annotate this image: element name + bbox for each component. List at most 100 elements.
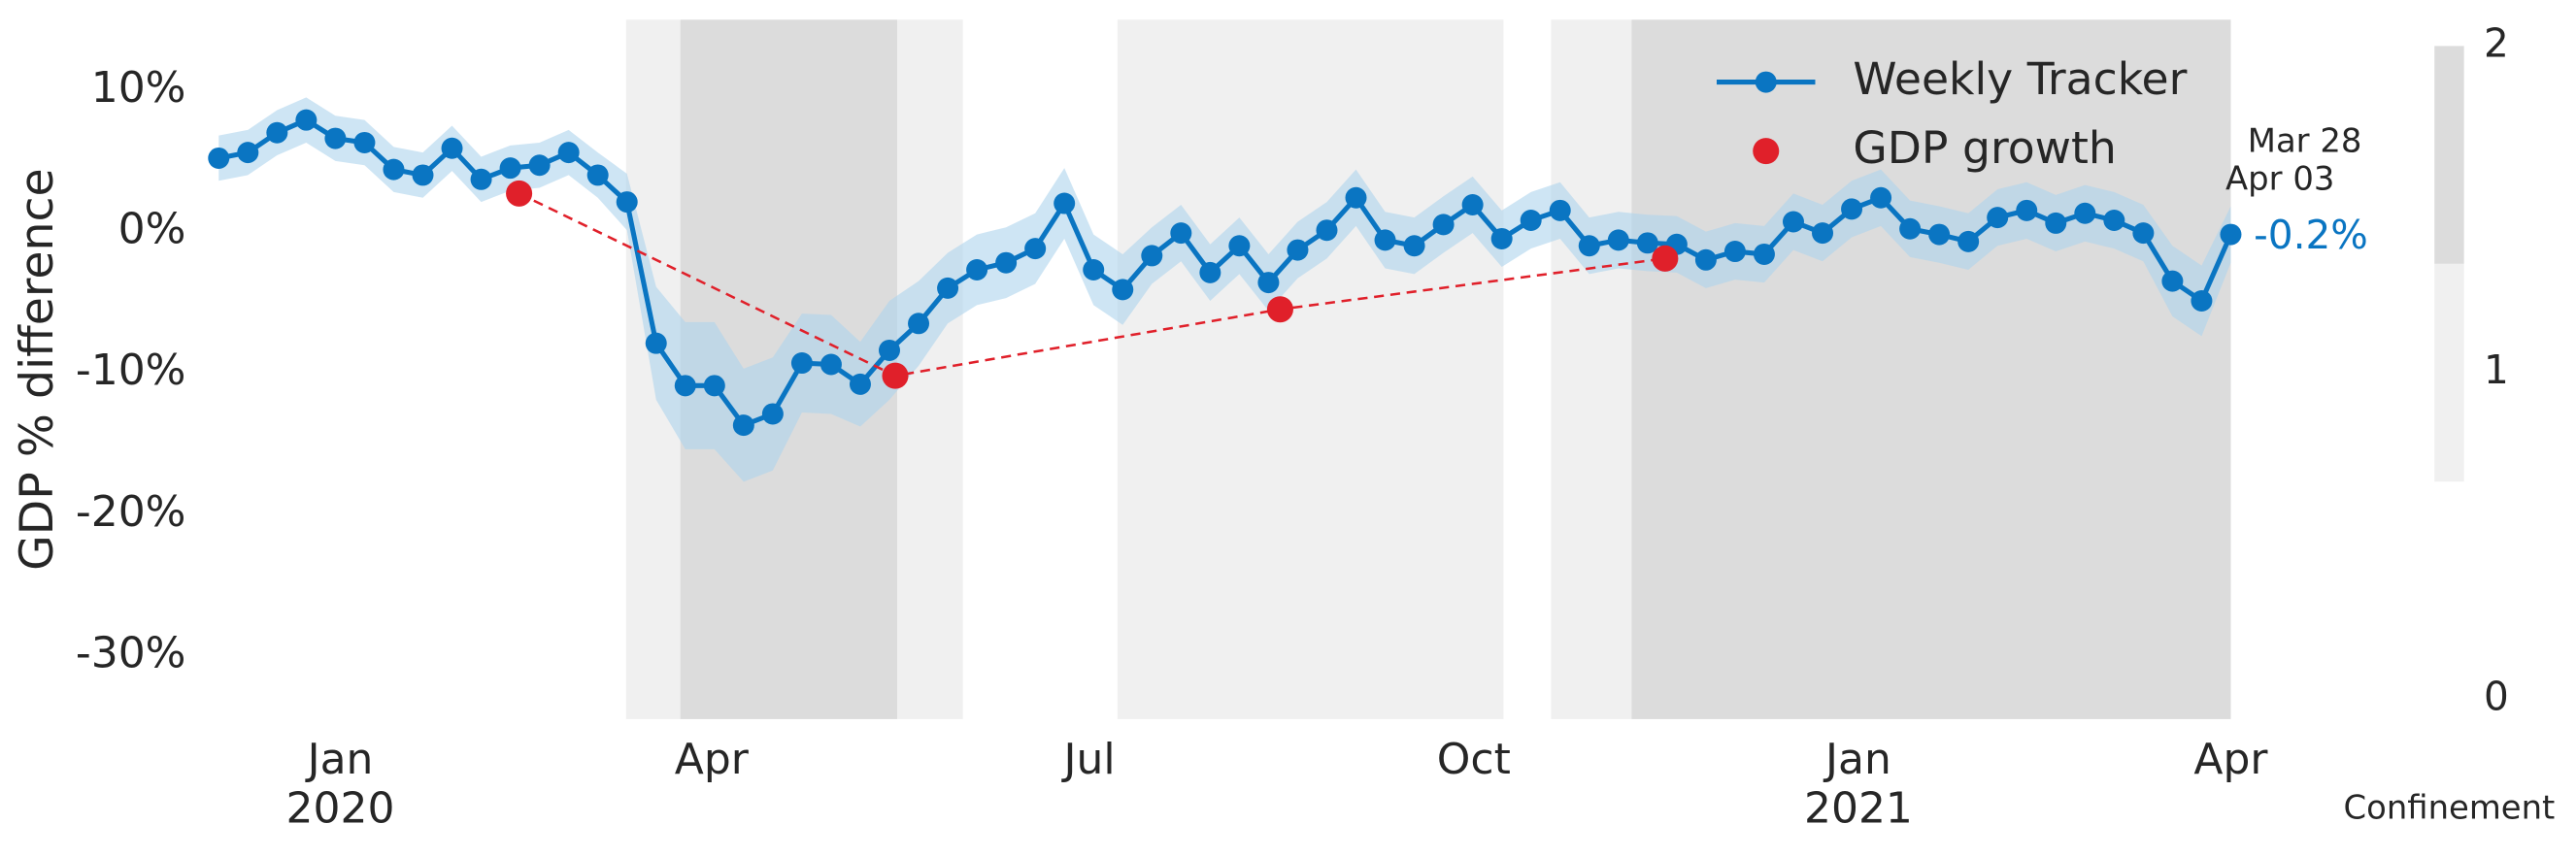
tracker-point: [586, 164, 609, 186]
gdp-point: [882, 362, 909, 389]
tracker-point: [2045, 212, 2067, 234]
tracker-point: [616, 191, 638, 214]
y-tick-label: 0%: [118, 205, 186, 254]
legend-marker: [1753, 138, 1780, 165]
tracker-point: [208, 147, 230, 169]
tracker-point: [761, 403, 784, 425]
tracker-point: [1345, 186, 1367, 209]
colorbar-tick-label: 2: [2484, 19, 2509, 66]
tracker-point: [1636, 232, 1658, 254]
tracker-point: [1812, 222, 1834, 245]
y-tick-label: 10%: [91, 63, 186, 113]
tracker-point: [1432, 214, 1455, 236]
tracker-point: [2074, 202, 2096, 224]
x-tick-label: Jan: [305, 735, 374, 784]
x-tick-label: Jul: [1060, 735, 1115, 784]
tracker-point: [1520, 210, 1542, 232]
tracker-point: [499, 157, 521, 180]
tracker-point: [1199, 261, 1221, 283]
y-tick-label: -10%: [76, 346, 186, 395]
x-tick-label: Jan: [1823, 735, 1891, 784]
tracker-point: [966, 258, 988, 280]
confinement-region: [1551, 19, 1632, 719]
tracker-point: [1928, 223, 1951, 246]
tracker-point: [1723, 241, 1746, 263]
tracker-point: [2016, 199, 2038, 221]
tracker-point: [1549, 199, 1571, 221]
gdp-point: [1652, 245, 1679, 272]
colorbar-tick-label: 1: [2484, 346, 2509, 393]
tracker-point: [1316, 219, 1338, 242]
x-tick-year-label: 2021: [1804, 784, 1913, 834]
tracker-line: [217, 116, 2233, 429]
tracker-point: [2220, 223, 2242, 246]
annotation: Apr 03: [2225, 160, 2334, 198]
tracker-point: [1578, 235, 1600, 257]
x-tick-label: Oct: [1437, 735, 1511, 784]
gdp-line: [519, 192, 1666, 378]
colorbar-tick-label: 0: [2484, 674, 2509, 720]
x-tick-label: Apr: [2193, 735, 2268, 784]
tracker-point: [1899, 217, 1922, 240]
tracker-point: [1083, 258, 1105, 280]
legend-marker: [1755, 71, 1777, 93]
tracker-point: [1957, 230, 1980, 252]
tracker-point: [879, 339, 900, 361]
tracker-point: [1287, 239, 1309, 261]
tracker-point: [2191, 290, 2213, 312]
tracker-point: [1870, 186, 1892, 209]
annotation: -0.2%: [2254, 212, 2368, 258]
y-tick-label: -30%: [76, 628, 186, 677]
tracker-point: [1753, 243, 1775, 265]
tracker-point: [1490, 227, 1513, 249]
tracker-point: [557, 142, 580, 164]
tracker-point: [2132, 222, 2155, 245]
tracker-point: [1054, 192, 1076, 214]
tracker-point: [1694, 248, 1717, 271]
tracker-point: [1374, 229, 1396, 251]
tracker-point: [353, 131, 376, 153]
colorbar-segment: [2434, 46, 2464, 264]
tracker-point: [1141, 245, 1163, 267]
y-axis-label: GDP % difference: [11, 168, 64, 571]
x-tick-label: Apr: [675, 735, 750, 784]
tracker-point: [383, 158, 405, 181]
gdp-point: [1266, 296, 1293, 323]
tracker-point: [1987, 207, 2009, 229]
confinement-region: [1117, 19, 1504, 719]
legend-label: Weekly Tracker: [1853, 53, 2187, 105]
tracker-point: [1228, 235, 1251, 257]
tracker-point: [324, 127, 347, 149]
tracker-point: [790, 352, 813, 375]
gdp-point: [506, 180, 533, 207]
tracker-point: [237, 142, 259, 164]
tracker-point: [937, 277, 959, 299]
tracker-point: [2161, 270, 2184, 292]
tracker-point: [645, 332, 667, 354]
tracker-point: [266, 121, 288, 144]
colorbar-segment: [2434, 263, 2464, 482]
tracker-point: [295, 109, 318, 131]
tracker-point: [1461, 194, 1484, 216]
tracker-point: [674, 375, 696, 397]
tracker-point: [470, 168, 492, 190]
tracker-point: [528, 154, 551, 177]
tracker-point: [995, 251, 1018, 274]
x-tick-year-label: 2020: [286, 784, 395, 834]
colorbar-label: Confinement: [2344, 788, 2556, 826]
colorbar-segment: [2434, 481, 2464, 700]
tracker-point: [441, 137, 463, 159]
tracker-point: [732, 414, 754, 437]
tracker-point: [1024, 238, 1047, 260]
tracker-point: [2103, 210, 2125, 232]
tracker-point: [1607, 229, 1629, 251]
tracker-point: [1112, 279, 1134, 301]
annotation: Mar 28: [2248, 122, 2362, 160]
tracker-point: [1782, 211, 1804, 233]
tracker-point: [820, 353, 842, 376]
tracker-point: [1257, 272, 1280, 294]
tracker-point: [1170, 222, 1192, 245]
tracker-point: [1841, 198, 1863, 220]
